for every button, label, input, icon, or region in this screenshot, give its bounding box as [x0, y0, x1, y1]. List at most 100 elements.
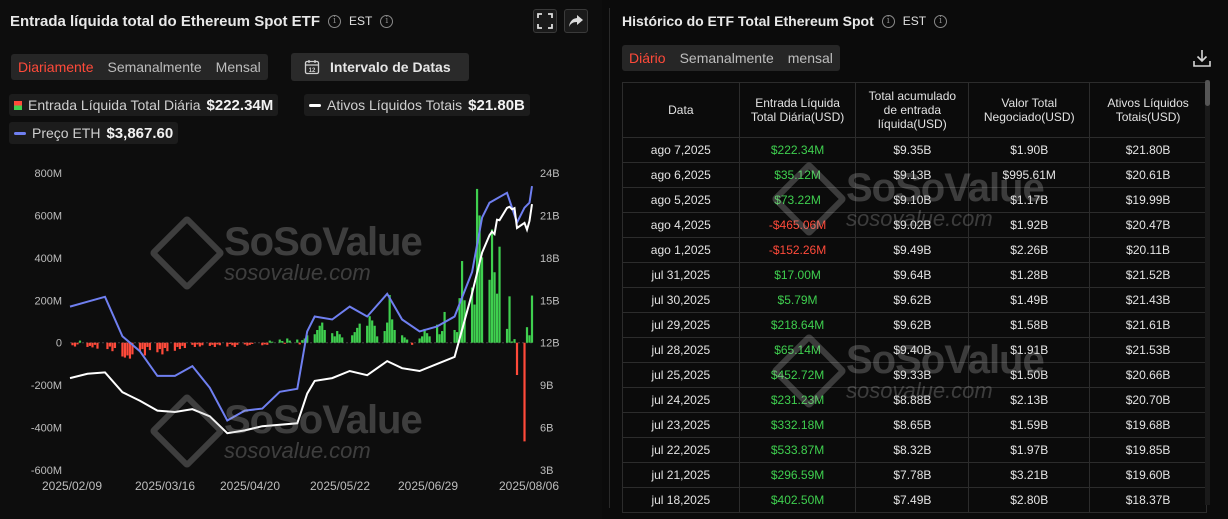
column-header-traded[interactable]: Valor Total Negociado(USD): [968, 82, 1091, 138]
cell-traded: $1.90B: [968, 137, 1091, 163]
column-header-cumulative[interactable]: Total acumulado de entrada líquida(USD): [855, 82, 970, 138]
history-tab-monthly[interactable]: mensal: [787, 50, 833, 66]
cell-daily-inflow: $5.79M: [738, 287, 857, 313]
history-tab-daily[interactable]: Diário: [629, 50, 666, 66]
inflow-chart-panel: Entrada líquida total do Ethereum Spot E…: [0, 0, 602, 519]
fullscreen-button[interactable]: [533, 9, 557, 33]
table-row[interactable]: jul 29,2025 $218.64M $9.62B $1.58B $21.61B: [622, 312, 1207, 338]
eth-price-line: [69, 185, 533, 422]
y-right-tick-label: 12B: [540, 338, 560, 350]
timezone-info-icon[interactable]: i: [934, 14, 948, 28]
table-scrollbar[interactable]: [1205, 80, 1210, 505]
inflow-bar: [93, 342, 97, 345]
table-scrollbar-thumb[interactable]: [1205, 80, 1210, 106]
cell-daily-inflow: $332.18M: [738, 412, 857, 438]
inflow-bar: [316, 329, 319, 343]
y-right-tick-label: 9B: [540, 380, 553, 392]
inflow-bar: [393, 329, 396, 343]
cell-cumulative: $8.65B: [855, 412, 970, 438]
inflow-bar: [163, 342, 166, 349]
table-row[interactable]: jul 24,2025 $231.23M $8.88B $2.13B $20.70B: [622, 387, 1207, 413]
cell-date: jul 23,2025: [622, 412, 740, 438]
table-row[interactable]: jul 28,2025 $65.14M $9.40B $1.91B $21.53B: [622, 337, 1207, 363]
inflow-chart[interactable]: 800M 600M 400M 200M 0 -200M -400M -600M 24B 21B 18…: [0, 155, 600, 500]
cell-date: ago 7,2025: [622, 137, 740, 163]
inflow-bar: [460, 261, 464, 343]
inflow-bar: [470, 287, 474, 343]
inflow-bar: [181, 342, 184, 346]
inflow-bar: [208, 342, 211, 346]
cell-traded: $1.59B: [968, 412, 1091, 438]
legend-eth-price[interactable]: Preço ETH $3,867.60: [9, 122, 179, 144]
table-row[interactable]: jul 31,2025 $17.00M $9.64B $1.28B $21.52B: [622, 262, 1207, 288]
inflow-bar: [71, 342, 74, 346]
inflow-bar: [173, 342, 176, 351]
inflow-bar: [418, 338, 421, 343]
legend-net-assets[interactable]: Ativos Líquidos Totais $21.80B: [304, 94, 530, 116]
inflow-bar: [286, 338, 289, 343]
inflow-bar: [401, 335, 404, 343]
history-table-panel: Histórico do ETF Total Ethereum Spot i E…: [612, 0, 1228, 519]
legend-daily-inflow[interactable]: Entrada Líquida Total Diária $222.34M: [9, 94, 279, 116]
inflow-bar: [211, 342, 214, 345]
inflow-bar: [353, 332, 356, 343]
column-header-daily-inflow[interactable]: Entrada Líquida Total Diária(USD): [738, 82, 857, 138]
table-row[interactable]: ago 7,2025 $222.34M $9.35B $1.90B $21.80B: [622, 137, 1207, 163]
table-row[interactable]: jul 25,2025 $452.72M $9.33B $1.50B $20.66B: [622, 362, 1207, 388]
y-left-tick-label: 0: [56, 338, 62, 350]
share-button[interactable]: [564, 9, 588, 33]
fullscreen-icon: [537, 13, 553, 29]
table-row[interactable]: jul 21,2025 $296.59M $7.78B $3.21B $19.60B: [622, 462, 1207, 488]
inflow-bar: [508, 296, 511, 343]
inflow-bar: [243, 342, 246, 345]
inflow-bar: [108, 342, 112, 347]
legend-net-assets-value: $21.80B: [468, 96, 525, 114]
inflow-bar: [296, 339, 299, 343]
inflow-bar: [301, 340, 304, 343]
table-header-row: Data Entrada Líquida Total Diária(USD) T…: [622, 82, 1207, 138]
inflow-bar: [246, 342, 249, 346]
inflow-bar: [403, 337, 406, 343]
column-header-date[interactable]: Data: [622, 82, 740, 138]
tab-daily[interactable]: Diariamente: [18, 59, 94, 75]
cell-net-assets: $20.66B: [1089, 362, 1207, 388]
timezone-info-icon[interactable]: i: [380, 14, 394, 28]
cell-net-assets: $19.99B: [1089, 187, 1207, 213]
table-row[interactable]: jul 22,2025 $533.87M $8.32B $1.97B $19.85B: [622, 437, 1207, 463]
tab-monthly[interactable]: Mensal: [215, 59, 261, 75]
inflow-bar: [386, 322, 389, 343]
table-row[interactable]: jul 18,2025 $402.50M $7.49B $2.80B $18.37B: [622, 487, 1207, 513]
tab-weekly[interactable]: Semanalmente: [107, 59, 202, 75]
cell-date: jul 22,2025: [622, 437, 740, 463]
table-row[interactable]: ago 6,2025 $35.12M $9.13B $995.61M $20.61B: [622, 162, 1207, 188]
inflow-bar: [191, 342, 194, 345]
inflow-bar: [271, 341, 274, 343]
inflow-bar: [458, 298, 461, 343]
table-row[interactable]: ago 4,2025 -$465.06M $9.02B $1.92B $20.47B: [622, 212, 1207, 238]
y-left-tick-label: 800M: [34, 168, 62, 180]
cell-daily-inflow: $533.87M: [738, 437, 857, 463]
y-right-tick-label: 24B: [540, 168, 560, 180]
inflow-bar: [76, 342, 79, 345]
date-range-button[interactable]: 12 Intervalo de Datas: [291, 53, 469, 81]
inflow-bar: [198, 342, 201, 347]
period-tabs: Diariamente Semanalmente Mensal: [11, 54, 268, 80]
inflow-bar: [263, 342, 266, 345]
inflow-bar: [128, 342, 132, 359]
table-row[interactable]: ago 5,2025 $73.22M $9.10B $1.17B $19.99B: [622, 187, 1207, 213]
cell-daily-inflow: $296.59M: [738, 462, 857, 488]
cell-traded: $2.80B: [968, 487, 1091, 513]
info-icon[interactable]: i: [328, 14, 342, 28]
download-icon[interactable]: [1192, 48, 1212, 68]
cell-cumulative: $9.13B: [855, 162, 970, 188]
cell-date: jul 25,2025: [622, 362, 740, 388]
table-row[interactable]: ago 1,2025 -$152.26M $9.49B $2.26B $20.11B: [622, 237, 1207, 263]
inflow-bar: [443, 311, 446, 343]
inflow-bar: [96, 342, 99, 349]
history-tab-weekly[interactable]: Semanalmente: [679, 50, 774, 66]
table-row[interactable]: jul 30,2025 $5.79M $9.62B $1.49B $21.43B: [622, 287, 1207, 313]
table-row[interactable]: jul 23,2025 $332.18M $8.65B $1.59B $19.68B: [622, 412, 1207, 438]
column-header-net-assets[interactable]: Ativos Líquidos Totais(USD): [1089, 82, 1207, 138]
inflow-bar: [453, 329, 456, 343]
info-icon[interactable]: i: [881, 14, 895, 28]
